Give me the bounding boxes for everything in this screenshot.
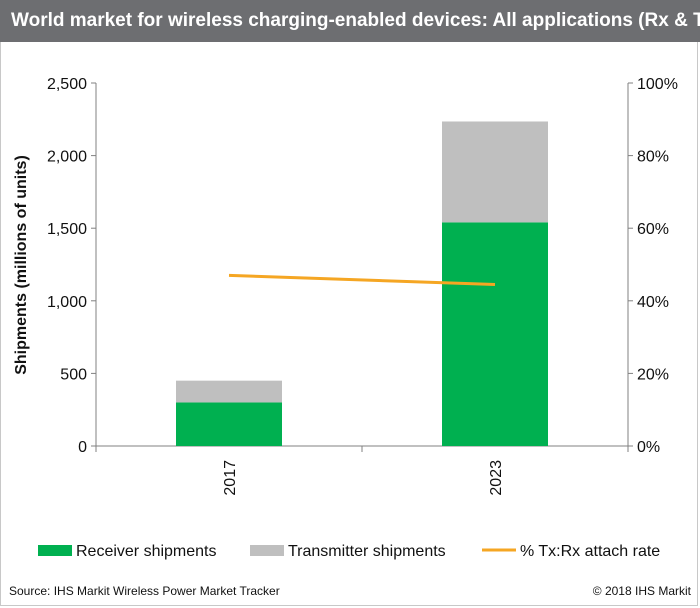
legend-receiver-swatch bbox=[38, 545, 72, 556]
legend-receiver: Receiver shipments bbox=[38, 543, 217, 560]
legend-transmitter-swatch bbox=[250, 545, 284, 556]
y-tick-label: 0 bbox=[78, 439, 87, 456]
legend-transmitter-label: Transmitter shipments bbox=[288, 543, 446, 560]
attach-rate-line bbox=[228, 273, 496, 286]
attach-rate-line-group bbox=[228, 273, 496, 286]
transmitter-bar bbox=[176, 380, 282, 403]
y-tick-label: 1,500 bbox=[47, 221, 87, 238]
y-axis-title: Shipments (millions of units) bbox=[13, 155, 30, 375]
y2-tick-label: 60% bbox=[637, 221, 669, 238]
x-tick-label: 2023 bbox=[488, 460, 505, 496]
y2-tick-label: 0% bbox=[637, 439, 660, 456]
y2-tick-label: 80% bbox=[637, 149, 669, 166]
y-tick-label: 1,000 bbox=[47, 294, 87, 311]
y2-tick-label: 20% bbox=[637, 366, 669, 383]
y-tick-label: 500 bbox=[60, 366, 87, 383]
legend-receiver-label: Receiver shipments bbox=[76, 543, 217, 560]
legend-attach-rate: % Tx:Rx attach rate bbox=[482, 543, 660, 560]
y2-tick-label: 100% bbox=[637, 76, 678, 93]
legend: Receiver shipments Transmitter shipments%… bbox=[38, 543, 660, 560]
y-tick-label: 2,500 bbox=[47, 76, 87, 93]
x-tick-label: 2017 bbox=[222, 460, 239, 496]
receiver-bar bbox=[176, 402, 282, 446]
bars-group bbox=[176, 121, 548, 446]
source-note: Source: IHS Markit Wireless Power Market… bbox=[9, 584, 280, 598]
legend-attach-rate-label: % Tx:Rx attach rate bbox=[520, 543, 660, 560]
transmitter-bar bbox=[442, 121, 548, 223]
copyright-note: © 2018 IHS Markit bbox=[592, 584, 691, 598]
receiver-bar bbox=[442, 222, 548, 446]
chart-title: World market for wireless charging-enabl… bbox=[0, 0, 700, 42]
legend-transmitter: Transmitter shipments bbox=[250, 543, 446, 560]
y-tick-label: 2,000 bbox=[47, 149, 87, 166]
y2-tick-label: 40% bbox=[637, 294, 669, 311]
axes-group bbox=[91, 82, 633, 452]
tick-labels-group: 0 500 1,000 1,500 2,000 2,500 0% 20% 40% 60% 80% 10… bbox=[47, 76, 678, 496]
